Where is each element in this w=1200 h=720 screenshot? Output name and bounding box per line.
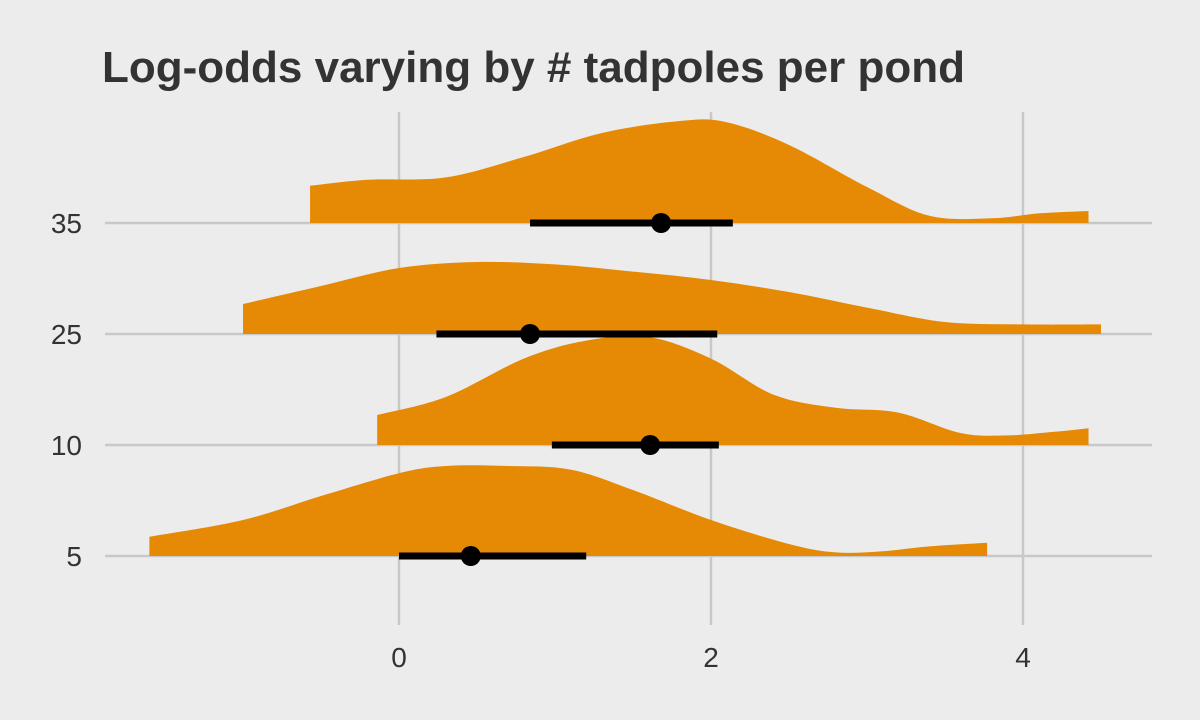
x-tick-label: 2 [703,642,719,673]
y-tick-label: 35 [51,208,82,239]
point-estimate-10 [640,435,661,455]
y-tick-label: 10 [51,430,82,461]
chart-title: Log-odds varying by # tadpoles per pond [102,43,965,92]
density-ridge-35 [310,119,1089,223]
y-tick-label: 5 [66,541,82,572]
density-ridge-25 [243,261,1101,334]
point-estimate-5 [460,546,481,566]
point-estimate-25 [520,324,541,344]
y-tick-label: 25 [51,319,82,350]
density-ridges [149,119,1101,556]
point-estimate-35 [651,213,672,233]
density-ridge-10 [377,335,1089,445]
x-tick-label: 0 [391,642,407,673]
axis-labels: 0 2 4 5 10 25 35 [51,208,1031,673]
density-ridge-5 [149,465,988,556]
intervals [399,213,733,566]
x-tick-label: 4 [1015,642,1031,673]
